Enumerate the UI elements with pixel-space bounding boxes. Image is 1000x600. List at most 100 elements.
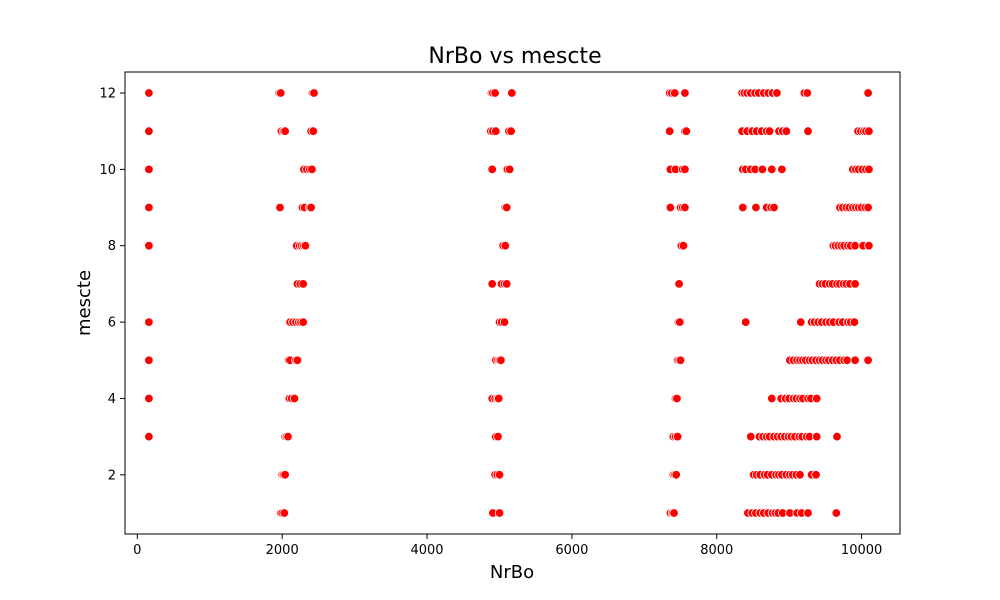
- data-point: [671, 470, 681, 480]
- data-point: [502, 202, 512, 213]
- data-point: [675, 355, 686, 366]
- data-point: [850, 240, 860, 251]
- x-tick-label: 10000: [841, 543, 882, 558]
- x-tick-label: 8000: [700, 543, 733, 558]
- data-point: [494, 470, 505, 480]
- data-point: [675, 317, 685, 327]
- data-point: [144, 202, 154, 213]
- data-point: [812, 393, 822, 404]
- data-point: [681, 126, 692, 136]
- data-point: [499, 317, 510, 327]
- data-point: [298, 279, 308, 289]
- data-point: [487, 279, 497, 289]
- data-point: [811, 470, 821, 480]
- data-point: [796, 317, 806, 327]
- points-layer: [144, 88, 874, 518]
- data-point: [842, 355, 852, 366]
- data-point: [289, 393, 300, 404]
- data-point: [738, 202, 748, 213]
- data-point: [144, 355, 154, 366]
- data-point: [680, 164, 690, 175]
- data-point: [144, 88, 154, 98]
- data-point: [144, 393, 154, 404]
- data-point: [298, 317, 308, 327]
- data-point: [678, 240, 689, 251]
- data-point: [292, 355, 303, 366]
- data-point: [275, 202, 285, 213]
- data-point: [670, 88, 680, 98]
- data-point: [802, 88, 813, 98]
- x-tick-label: 4000: [410, 543, 443, 558]
- data-point: [144, 240, 154, 251]
- data-point: [490, 88, 500, 98]
- data-point: [795, 470, 805, 480]
- data-point: [863, 355, 873, 366]
- x-tick-label: 2000: [266, 543, 299, 558]
- y-axis: 2 4 6 8 10 12: [99, 87, 125, 483]
- x-tick-label: 0: [133, 543, 141, 558]
- y-axis-label: mescte: [74, 270, 95, 336]
- data-point: [502, 279, 512, 289]
- data-point: [144, 431, 154, 442]
- data-point: [308, 126, 319, 136]
- data-point: [507, 88, 517, 98]
- data-point: [777, 164, 787, 175]
- data-point: [309, 88, 319, 98]
- data-point: [144, 126, 154, 136]
- data-point: [832, 431, 842, 442]
- data-point: [494, 508, 505, 518]
- data-point: [746, 431, 756, 442]
- data-point: [680, 88, 690, 98]
- data-point: [674, 279, 684, 289]
- data-point: [772, 88, 782, 98]
- data-point: [672, 393, 682, 404]
- data-point: [500, 240, 511, 251]
- data-point: [831, 508, 842, 518]
- y-tick-label: 8: [108, 239, 116, 254]
- data-point: [487, 164, 497, 175]
- y-tick-label: 2: [108, 468, 116, 483]
- y-tick-label: 12: [99, 87, 116, 102]
- data-point: [279, 508, 290, 518]
- plot-area: [124, 71, 901, 535]
- data-point: [306, 202, 316, 213]
- data-point: [276, 88, 286, 98]
- data-point: [767, 164, 777, 175]
- data-point: [300, 240, 311, 251]
- data-point: [280, 126, 290, 136]
- data-point: [283, 431, 293, 442]
- data-point: [849, 317, 860, 327]
- data-point: [781, 126, 792, 136]
- data-point: [769, 202, 779, 213]
- data-point: [803, 126, 813, 136]
- data-point: [863, 202, 873, 213]
- data-point: [680, 202, 690, 213]
- data-point: [850, 355, 860, 366]
- data-point: [812, 431, 822, 442]
- data-point: [764, 126, 775, 136]
- x-tick-label: 6000: [555, 543, 588, 558]
- data-point: [863, 88, 873, 98]
- y-tick-label: 4: [108, 392, 116, 407]
- data-point: [767, 393, 777, 404]
- data-point: [751, 202, 761, 213]
- data-point: [494, 393, 504, 404]
- data-point: [864, 240, 874, 251]
- data-point: [757, 164, 768, 175]
- data-point: [665, 202, 676, 213]
- y-tick-label: 10: [99, 163, 116, 178]
- data-point: [491, 126, 501, 136]
- data-point: [506, 126, 516, 136]
- data-point: [493, 431, 503, 442]
- data-point: [665, 126, 675, 136]
- data-point: [864, 126, 874, 136]
- data-point: [307, 164, 317, 175]
- data-point: [496, 355, 506, 366]
- x-axis-label: NrBo: [490, 562, 534, 583]
- data-point: [280, 470, 290, 480]
- data-point: [504, 164, 515, 175]
- data-point: [669, 508, 679, 518]
- data-point: [864, 164, 874, 175]
- y-tick-label: 6: [108, 316, 116, 331]
